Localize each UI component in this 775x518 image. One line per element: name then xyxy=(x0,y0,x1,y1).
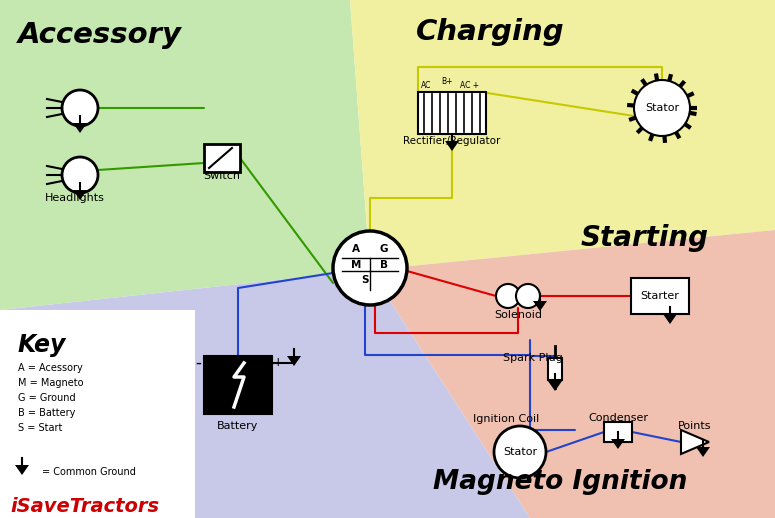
FancyBboxPatch shape xyxy=(548,358,562,380)
Text: S: S xyxy=(361,275,369,285)
Text: Battery: Battery xyxy=(217,421,259,431)
Text: B: B xyxy=(380,260,388,270)
Text: Rectifier/Regulator: Rectifier/Regulator xyxy=(403,136,501,146)
Text: = Common Ground: = Common Ground xyxy=(42,467,136,477)
Circle shape xyxy=(634,80,690,136)
Text: S = Start: S = Start xyxy=(18,423,62,433)
Circle shape xyxy=(333,231,407,305)
Polygon shape xyxy=(0,270,530,518)
Text: Magneto Ignition: Magneto Ignition xyxy=(432,469,687,495)
Polygon shape xyxy=(445,141,459,151)
Text: Spark Plug: Spark Plug xyxy=(503,353,563,363)
Polygon shape xyxy=(0,0,370,310)
Text: M = Magneto: M = Magneto xyxy=(18,378,84,388)
Polygon shape xyxy=(696,447,710,457)
Polygon shape xyxy=(611,439,625,449)
Text: Condenser: Condenser xyxy=(588,413,648,423)
Polygon shape xyxy=(548,381,562,391)
Polygon shape xyxy=(533,301,547,311)
Text: Ignition Coil: Ignition Coil xyxy=(473,414,539,424)
Polygon shape xyxy=(15,465,29,475)
Circle shape xyxy=(62,157,98,193)
Text: B+: B+ xyxy=(441,78,453,87)
Text: Stator: Stator xyxy=(645,103,679,113)
FancyBboxPatch shape xyxy=(604,422,632,442)
Polygon shape xyxy=(73,190,87,200)
Text: Stator: Stator xyxy=(503,447,537,457)
Text: Headlights: Headlights xyxy=(45,193,105,203)
Text: Switch: Switch xyxy=(204,171,240,181)
Polygon shape xyxy=(370,230,775,518)
Text: Accessory: Accessory xyxy=(18,21,182,49)
Polygon shape xyxy=(0,310,195,518)
Circle shape xyxy=(516,284,540,308)
FancyBboxPatch shape xyxy=(204,144,240,172)
Circle shape xyxy=(62,90,98,126)
Text: A = Acessory: A = Acessory xyxy=(18,363,83,373)
Text: G: G xyxy=(380,244,388,254)
Text: M: M xyxy=(351,260,361,270)
FancyBboxPatch shape xyxy=(418,92,486,134)
FancyBboxPatch shape xyxy=(204,356,272,414)
Polygon shape xyxy=(681,430,709,454)
Text: G = Ground: G = Ground xyxy=(18,393,76,403)
Circle shape xyxy=(496,284,520,308)
Text: -: - xyxy=(195,354,201,372)
Polygon shape xyxy=(663,314,677,324)
Text: iSaveTractors: iSaveTractors xyxy=(10,497,159,516)
Circle shape xyxy=(494,426,546,478)
Text: Solenoid: Solenoid xyxy=(494,310,542,320)
Text: B = Battery: B = Battery xyxy=(18,408,75,418)
Text: Points: Points xyxy=(678,421,711,431)
Text: +: + xyxy=(273,356,284,369)
Text: Starting: Starting xyxy=(581,224,709,252)
Text: AC +: AC + xyxy=(460,80,480,90)
Polygon shape xyxy=(350,0,775,270)
Text: Charging: Charging xyxy=(415,18,564,46)
Text: A: A xyxy=(352,244,360,254)
Polygon shape xyxy=(73,123,87,133)
FancyBboxPatch shape xyxy=(631,278,689,314)
Text: Key: Key xyxy=(18,333,67,357)
Text: AC: AC xyxy=(421,80,431,90)
Polygon shape xyxy=(287,356,301,366)
Text: Starter: Starter xyxy=(641,291,680,301)
